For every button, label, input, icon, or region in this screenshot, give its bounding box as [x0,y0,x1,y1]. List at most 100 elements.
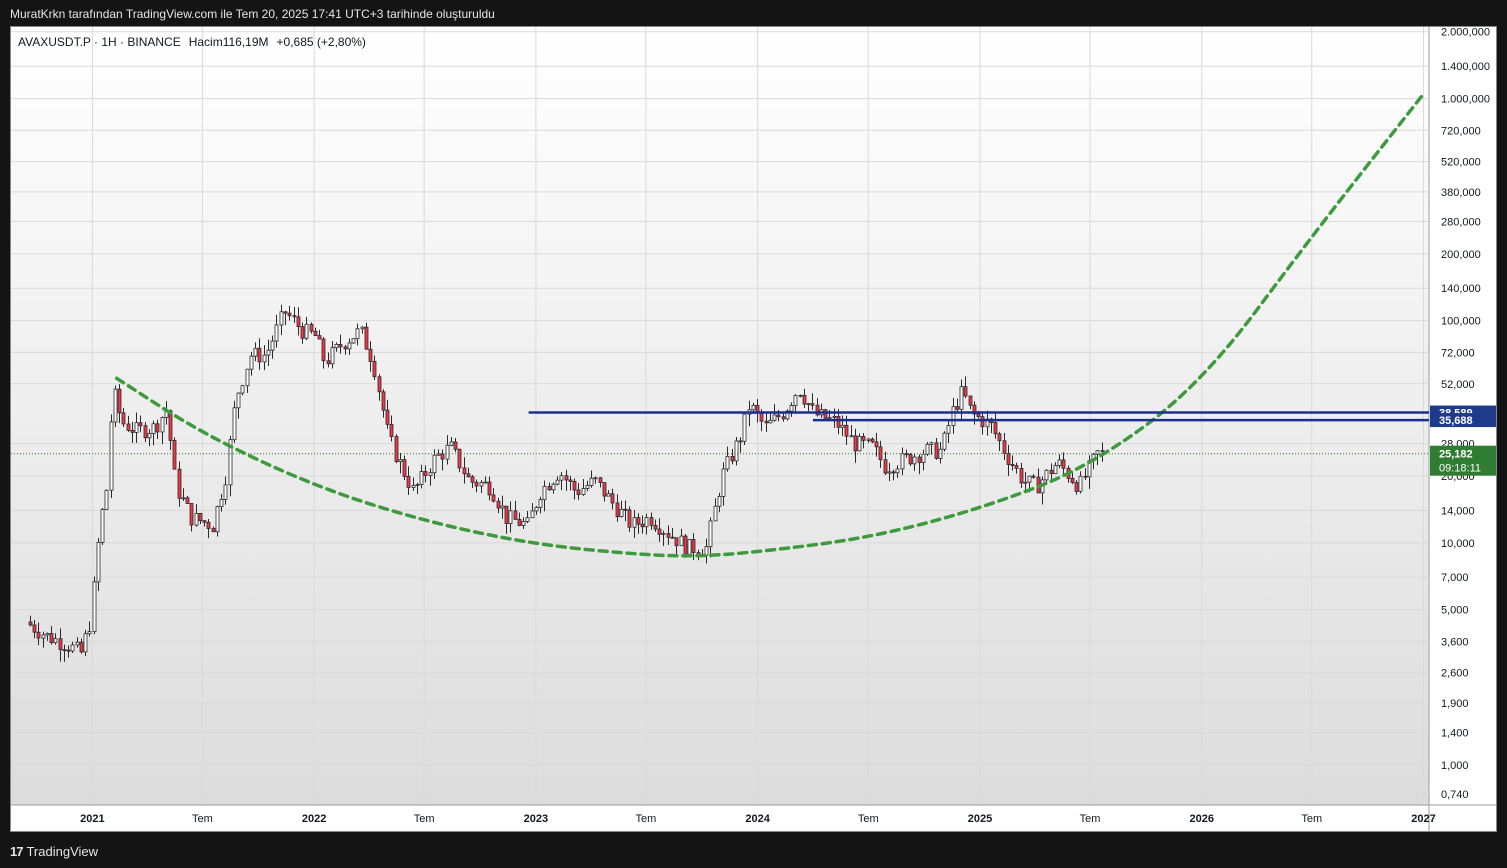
candle-body [1053,464,1058,475]
candle-body [632,517,637,528]
candle-body [147,433,152,439]
candle-body [113,388,118,423]
candle-body [1023,481,1028,484]
candle-body [92,581,97,632]
candle-body [576,489,581,495]
candle-body [598,477,603,484]
x-tick-label: 2021 [80,813,104,825]
candle-body [372,361,377,378]
candle-body [334,343,339,349]
candle-body [836,415,841,428]
candle-body [717,495,722,507]
candle-body [143,425,148,439]
tradingview-logo[interactable]: 17 TradingView [10,844,98,859]
y-tick-label: 10,000 [1441,538,1475,550]
candle-body [542,486,547,501]
candle-body [883,459,888,474]
candle-body [474,481,479,487]
candle-body [96,541,101,583]
attribution-text: MuratKrkn tarafından TradingView.com ile… [10,7,495,21]
y-tick-label: 280,000 [1441,216,1481,228]
candle-body [934,442,939,459]
candle-body [823,409,828,419]
candle-body [87,631,92,635]
current-price-label-bg [1430,445,1496,476]
x-tick-label: 2023 [524,813,548,825]
candle-body [491,494,496,502]
candle-body [66,649,71,652]
candle-body [504,505,509,524]
candle-body [759,412,764,422]
candle-body [172,440,177,470]
candle-body [1078,475,1083,492]
candle-body [972,404,977,415]
candle-body [41,634,46,639]
candle-body [789,405,794,412]
candle-body [177,468,182,499]
candle-body [993,422,998,435]
candle-body [942,432,947,450]
y-tick-label: 2,600 [1441,668,1469,680]
y-tick-label: 14,000 [1441,505,1475,517]
current-price-label: 25,182 [1439,449,1473,461]
candle-body [317,335,322,340]
price-chart[interactable]: 1.400,000 1.000,000 720,000 520,000 380,000 2… [11,27,1496,831]
candle-body [708,520,713,548]
candle-body [602,482,607,497]
candle-body [713,505,718,522]
y-tick-label: 72,000 [1441,347,1475,359]
candle-body [181,497,186,500]
candle-body [798,394,803,397]
candle-body [857,435,862,452]
y-tick-label: 1,000 [1441,760,1469,772]
candle-body [138,422,143,427]
candle-body [917,456,922,463]
chart-frame[interactable]: 1.400,000 1.000,000 720,000 520,000 380,000 2… [10,26,1497,832]
candle-body [968,395,973,406]
candle-body [1095,450,1100,455]
candle-body [168,410,173,441]
candle-body [921,453,926,463]
candle-body [262,354,267,363]
candle-body [547,486,552,491]
candle-body [959,386,964,410]
candle-body [83,633,88,653]
candle-body [415,484,420,486]
candle-body [1006,453,1011,465]
candle-body [75,641,80,646]
candle-body [228,439,233,486]
candle-body [551,483,556,491]
candle-body [236,392,241,409]
candle-body [219,499,224,508]
candle-body [874,441,879,448]
candle-body [610,493,615,504]
candle-body [457,448,462,469]
candle-body [70,644,75,652]
candle-body [925,443,930,455]
y-tick-label: 100,000 [1441,316,1481,328]
candle-body [406,475,411,488]
y-tick-label: 520,000 [1441,157,1481,169]
candle-body [832,415,837,418]
candle-body [615,502,620,518]
candle-body [351,338,356,344]
y-tick-label: 5,000 [1441,605,1469,617]
y-tick-label: 3,600 [1441,636,1469,648]
candle-body [58,638,63,651]
candle-body [861,435,866,441]
candle-body [279,311,284,326]
candle-body [423,471,428,476]
candle-body [292,315,297,318]
candle-body [623,508,628,511]
candle-body [764,420,769,424]
x-tick-label: Tem [1301,813,1322,825]
candle-body [555,479,560,485]
candle-body [1074,482,1079,492]
x-tick-label: 2025 [968,813,992,825]
candle-body [32,624,37,633]
candle-body [772,414,777,421]
candle-body [343,346,348,350]
level-price-label-bg [1430,413,1496,428]
candle-body [185,497,190,504]
candle-body [815,404,820,416]
